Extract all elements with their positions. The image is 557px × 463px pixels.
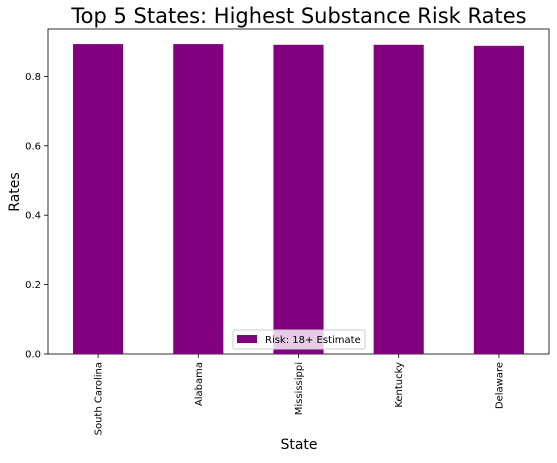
x-tick-label: Delaware — [494, 362, 505, 409]
y-axis: 0.0 0.2 0.4 0.6 0.8 — [25, 72, 48, 361]
y-tick-label: 0.0 — [25, 350, 41, 361]
x-tick-label: Mississippi — [294, 362, 305, 415]
x-axis: South Carolina Alabama Mississippi Kentucky… — [94, 354, 505, 435]
bar-mississippi — [273, 44, 324, 354]
y-tick-label: 0.4 — [25, 211, 41, 222]
y-tick-label: 0.6 — [25, 141, 41, 152]
bar-delaware — [473, 45, 524, 354]
bar-kentucky — [373, 44, 424, 354]
legend: Risk: 18+ Estimate — [232, 329, 366, 350]
legend-frame — [232, 329, 366, 350]
x-tick-label: South Carolina — [94, 362, 105, 435]
y-axis-label: Rates — [7, 172, 23, 211]
chart-title: Top 5 States: Highest Substance Risk Rat… — [70, 4, 526, 28]
x-tick-label: Kentucky — [394, 362, 405, 408]
y-tick-label: 0.2 — [25, 280, 41, 291]
x-axis-label: State — [280, 437, 317, 453]
legend-label: Risk: 18+ Estimate — [265, 335, 361, 346]
bars-group — [73, 44, 524, 354]
x-tick-label: Alabama — [194, 362, 205, 406]
bar-alabama — [173, 44, 224, 354]
legend-swatch — [237, 335, 257, 343]
y-tick-label: 0.8 — [25, 72, 41, 83]
bar-south-carolina — [73, 44, 124, 354]
